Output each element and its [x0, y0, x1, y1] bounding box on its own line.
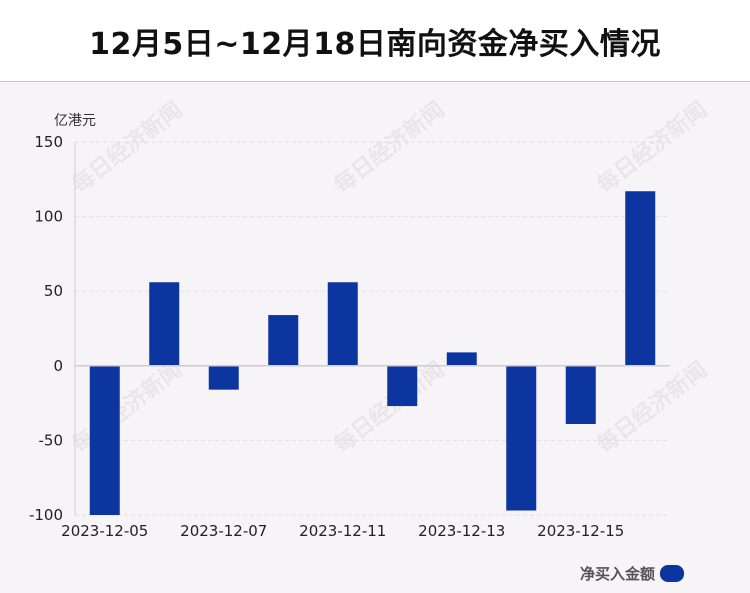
- bar: [89, 365, 120, 515]
- y-tick-label: 0: [53, 357, 63, 375]
- legend-label: 净买入金额: [579, 565, 655, 583]
- legend: 净买入金额: [580, 563, 684, 584]
- y-tick-label: 50: [44, 282, 63, 300]
- bar: [625, 191, 656, 366]
- chart-title: 12月5日~12月18日南向资金净买入情况: [89, 26, 661, 62]
- x-tick-label: 2023-12-15: [537, 522, 624, 540]
- y-tick-label: -50: [39, 431, 64, 449]
- bar: [327, 282, 358, 366]
- x-tick-label: 2023-12-11: [299, 522, 386, 540]
- legend-swatch: [660, 565, 684, 582]
- bar: [565, 365, 596, 424]
- y-tick-label: -100: [29, 506, 63, 524]
- x-tick-label: 2023-12-05: [61, 522, 148, 540]
- bar: [149, 282, 180, 366]
- y-tick-label: 150: [34, 133, 63, 151]
- title-bar: 12月5日~12月18日南向资金净买入情况: [0, 0, 750, 82]
- y-tick-label: 100: [34, 208, 63, 226]
- bar: [387, 365, 418, 407]
- bar: [208, 365, 239, 390]
- x-tick-label: 2023-12-07: [180, 522, 267, 540]
- y-axis-label: 亿港元: [54, 113, 96, 129]
- bar: [506, 365, 537, 511]
- x-tick-label: 2023-12-13: [418, 522, 505, 540]
- bar: [446, 352, 477, 366]
- bar: [268, 315, 299, 366]
